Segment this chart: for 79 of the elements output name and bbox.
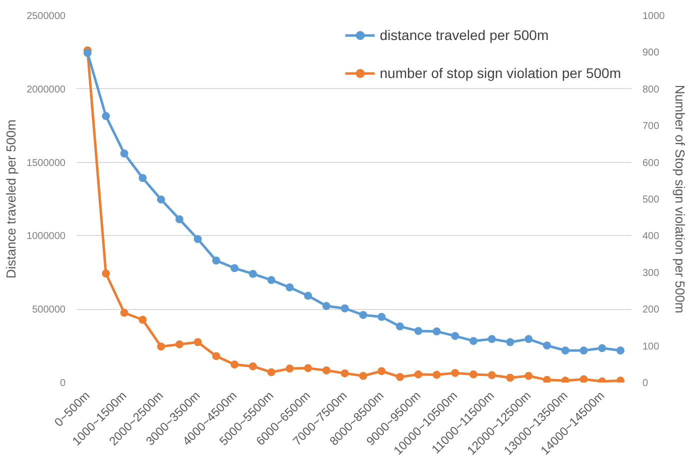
point: [616, 376, 624, 382]
point: [432, 370, 441, 379]
point: [212, 352, 220, 360]
y2-tick-label: 800: [642, 84, 660, 96]
point: [561, 346, 570, 354]
legend-label: number of stop sign violation per 500m: [380, 65, 621, 81]
point: [248, 362, 257, 370]
point: [561, 376, 570, 382]
point: [157, 195, 166, 204]
point: [432, 327, 441, 336]
y2-tick-label: 0: [642, 378, 648, 389]
y-tick-label: 2000000: [26, 84, 66, 96]
point: [359, 372, 368, 380]
point: [230, 360, 239, 369]
y-tick-label: 2500000: [26, 11, 66, 22]
point: [488, 335, 496, 344]
point: [378, 312, 386, 321]
point: [157, 342, 166, 351]
point: [542, 376, 551, 382]
point: [212, 256, 220, 264]
point: [506, 374, 514, 382]
point: [506, 338, 514, 346]
y2-tick-label: 1000: [642, 11, 666, 22]
y-tick-label: 1000000: [26, 231, 66, 242]
point: [580, 346, 588, 354]
point: [267, 368, 276, 376]
y2-tick-label: 400: [642, 231, 660, 242]
point: [304, 364, 312, 372]
point: [488, 371, 496, 380]
point: [469, 370, 478, 378]
point: [138, 174, 147, 182]
point: [194, 338, 202, 346]
point: [524, 372, 533, 380]
y2-tick-label: 900: [642, 48, 660, 59]
point: [138, 316, 147, 324]
point: [322, 366, 330, 374]
point: [304, 292, 312, 300]
point: [580, 375, 588, 382]
y2-tick-label: 500: [642, 194, 660, 206]
y2-tick-label: 700: [642, 121, 660, 132]
point: [194, 235, 202, 244]
point: [286, 283, 294, 292]
point: [102, 112, 110, 120]
point: [322, 302, 330, 310]
point: [396, 373, 404, 381]
point: [102, 270, 110, 278]
y2-tick-label: 300: [642, 268, 660, 279]
point: [175, 215, 184, 224]
y-tick-label: 0: [60, 378, 66, 389]
point: [414, 370, 422, 378]
y2-tick-label: 600: [642, 158, 660, 169]
point: [359, 310, 368, 319]
point: [340, 369, 349, 378]
point: [542, 342, 551, 350]
y-tick-label: 1500000: [26, 158, 66, 169]
point: [469, 336, 478, 345]
point: [598, 344, 606, 352]
legend-label: distance traveled per 500m: [380, 27, 549, 43]
point: [175, 340, 184, 348]
point: [524, 335, 533, 344]
point: [286, 364, 294, 373]
point: [120, 150, 128, 158]
y-axis-title: Distance traveled per 500m: [4, 120, 19, 278]
point: [378, 367, 386, 376]
y2-tick-label: 100: [642, 341, 660, 352]
y2-tick-label: 200: [642, 304, 660, 316]
point: [396, 322, 404, 330]
point: [248, 270, 257, 278]
point: [340, 304, 349, 312]
point: [120, 308, 128, 317]
point: [616, 346, 624, 354]
point: [84, 48, 92, 57]
point: [230, 264, 239, 272]
point: [414, 326, 422, 335]
y2-axis-title: Number of Stop sign violation per 500m: [672, 84, 688, 314]
point: [451, 368, 460, 377]
point: [451, 332, 460, 340]
point: [267, 276, 276, 284]
y-tick-label: 500000: [32, 304, 66, 316]
